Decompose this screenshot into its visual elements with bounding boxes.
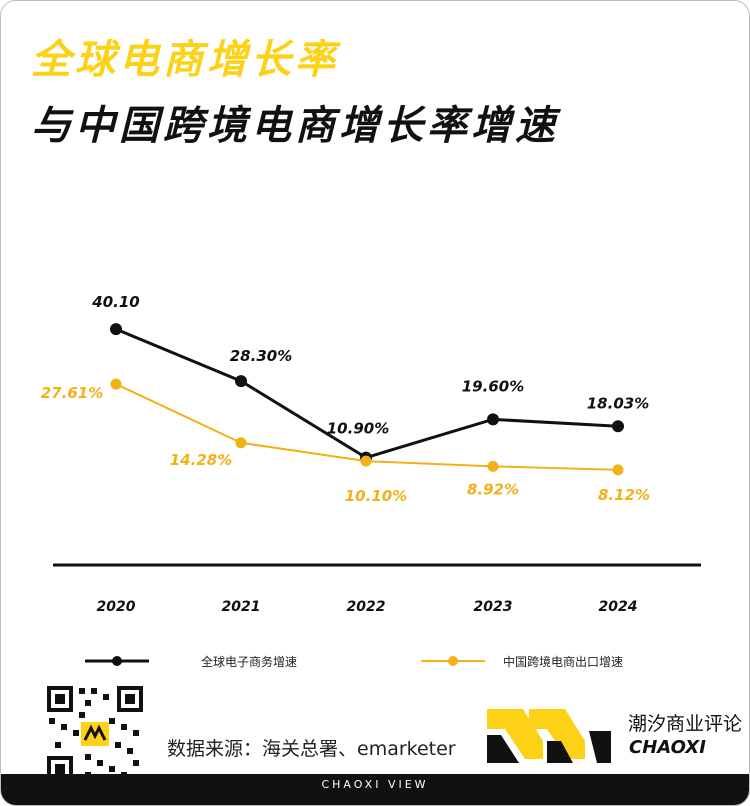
data-label-global-2024: 18.03% — [587, 394, 649, 412]
data-label-global-2020: 40.10 — [91, 293, 139, 311]
data-label-global-2021: 28.30% — [230, 347, 292, 365]
series-line-global — [115, 327, 619, 460]
title-line-1: 全球电商增长率 — [31, 37, 339, 83]
line-chart: 40.10 28.30% 10.90% 19.60% 18.03% 27.61% 14.28… — [41, 293, 701, 669]
data-label-china-2021: 14.28% — [170, 451, 232, 469]
point-global-2020 — [110, 323, 122, 336]
x-tick-label: 2024 — [599, 599, 638, 615]
point-china-2021 — [235, 437, 247, 449]
brand-name-cn: 潮汐商业评论 — [628, 713, 743, 735]
qr-code — [45, 684, 145, 784]
title-line-2: 与中国跨境电商增长率增速 — [31, 103, 559, 149]
chaoxi-logo-icon — [485, 701, 613, 765]
data-label-china-2020: 27.61% — [41, 384, 103, 402]
x-tick-label: 2023 — [474, 599, 513, 615]
data-source: 数据来源：海关总署、emarketer — [167, 738, 456, 760]
point-global-2023 — [487, 413, 499, 426]
point-global-2021 — [235, 375, 247, 388]
x-tick-label: 2021 — [222, 599, 261, 615]
legend-label-global: 全球电子商务增速 — [201, 654, 297, 669]
data-label-global-2022: 10.90% — [327, 420, 389, 438]
x-tick-label: 2020 — [97, 599, 136, 615]
data-label-china-2024: 8.12% — [598, 486, 650, 504]
legend-marker-global — [112, 656, 122, 666]
data-label-china-2022: 10.10% — [345, 487, 407, 505]
legend-marker-china — [448, 656, 458, 666]
point-global-2024 — [612, 420, 624, 433]
legend-label-china: 中国跨境电商出口增速 — [503, 654, 623, 669]
x-tick-label: 2022 — [347, 599, 386, 615]
data-label-global-2023: 19.60% — [462, 377, 524, 395]
point-china-2020 — [110, 378, 122, 390]
point-china-2023 — [487, 460, 499, 472]
data-label-china-2023: 8.92% — [467, 480, 519, 498]
point-china-2024 — [612, 464, 624, 476]
footer-bar: CHAOXI VIEW — [1, 774, 749, 805]
point-china-2022 — [360, 455, 372, 467]
brand-name-en: CHAOXI — [629, 737, 706, 758]
